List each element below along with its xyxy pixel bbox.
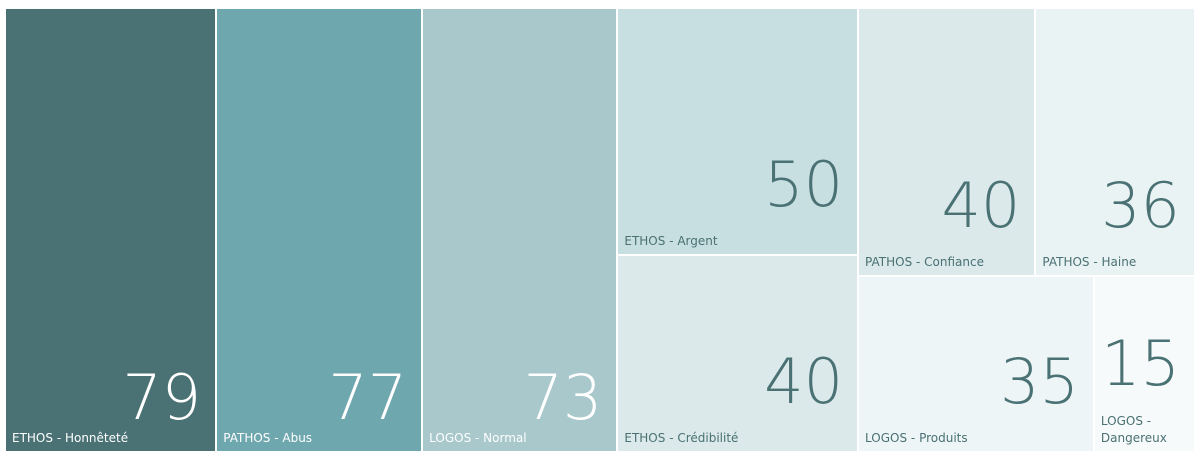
category-label: ETHOS - Crédibilité xyxy=(624,431,739,446)
value-label: 36 xyxy=(1101,168,1180,242)
treemap-cell: 79 ETHOS - Honnêteté xyxy=(5,8,217,452)
treemap-cell: 73 LOGOS - Normal xyxy=(422,8,618,452)
value-label: 79 xyxy=(122,361,202,434)
value-label: 50 xyxy=(764,147,844,221)
treemap-cell: 40 ETHOS - Crédibilité xyxy=(617,254,859,452)
value-label: 40 xyxy=(941,168,1021,242)
treemap-cell: 77 PATHOS - Abus xyxy=(216,8,423,452)
value-label: 73 xyxy=(523,361,603,434)
treemap-cell: 50 ETHOS - Argent xyxy=(617,8,859,255)
treemap-cell: 36 PATHOS - Haine xyxy=(1035,8,1195,276)
category-label: PATHOS - Haine xyxy=(1042,255,1137,269)
category-label: LOGOS - Produits xyxy=(865,431,968,446)
category-label: ETHOS - Argent xyxy=(624,233,718,248)
category-label: ETHOS - Honnêteté xyxy=(12,431,129,446)
value-label: 15 xyxy=(1101,326,1180,400)
value-label: 35 xyxy=(1000,344,1079,418)
category-label: PATHOS - Confiance xyxy=(865,255,984,269)
category-label: LOGOS - Dangereux xyxy=(1100,414,1167,446)
value-label: 40 xyxy=(764,344,844,418)
category-label: PATHOS - Abus xyxy=(223,431,313,446)
value-label: 77 xyxy=(328,361,408,434)
category-label: LOGOS - Normal xyxy=(429,431,527,446)
treemap-cell: 15 LOGOS - Dangereux xyxy=(1093,275,1195,452)
treemap-cell: 40 PATHOS - Confiance xyxy=(858,8,1036,276)
treemap-cell: 35 LOGOS - Produits xyxy=(858,275,1094,452)
